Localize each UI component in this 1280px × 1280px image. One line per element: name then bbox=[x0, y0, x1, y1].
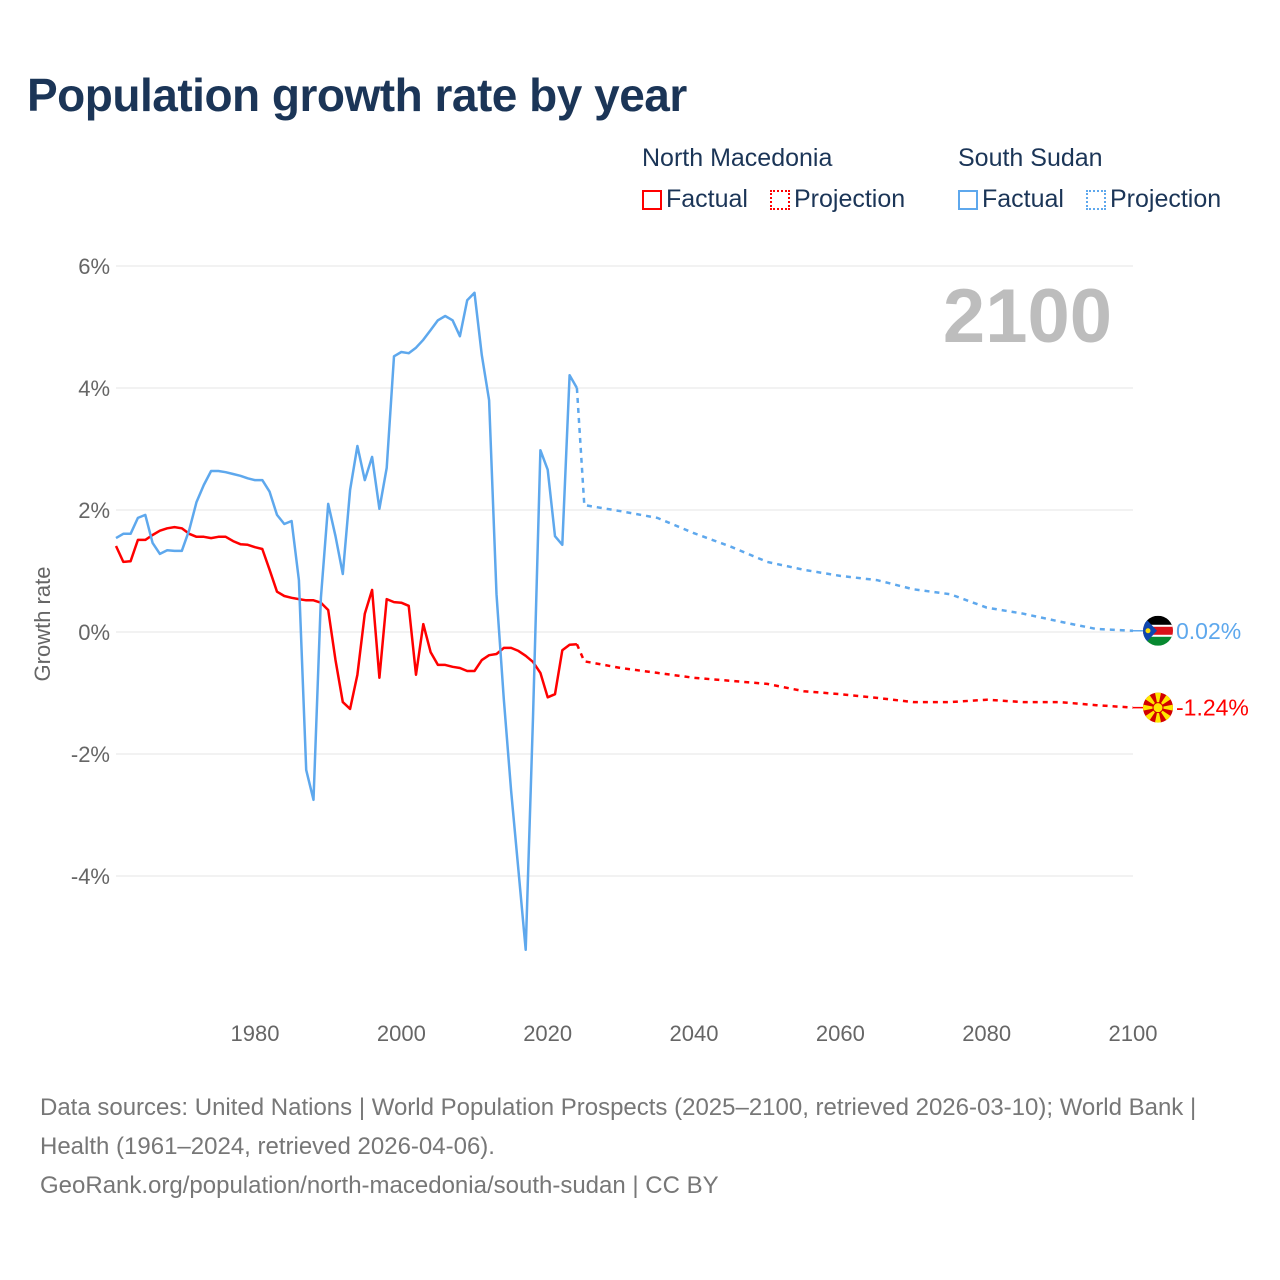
projection-line-north-macedonia[interactable] bbox=[575, 643, 1134, 709]
x-tick-label: 2100 bbox=[1109, 1021, 1158, 1046]
factual-line-north-macedonia[interactable] bbox=[114, 525, 578, 711]
legend-group-label: North Macedonia bbox=[642, 144, 833, 172]
x-tick-label: 2060 bbox=[816, 1021, 865, 1046]
y-tick-label: 2% bbox=[78, 498, 110, 523]
end-labels: -1.24% 0.02% bbox=[1133, 615, 1249, 723]
legend-item-factual[interactable]: Factual bbox=[958, 185, 1064, 214]
footer: Data sources: United Nations | World Pop… bbox=[40, 1088, 1240, 1205]
legend-south-sudan: South Sudan Factual Projection bbox=[958, 144, 1237, 214]
end-value-label: -1.24% bbox=[1176, 695, 1249, 721]
legend-north-macedonia: North Macedonia Factual Projection bbox=[642, 144, 921, 214]
projection-line-south-sudan[interactable] bbox=[575, 387, 1134, 633]
factual-line-south-sudan[interactable] bbox=[115, 291, 578, 952]
y-tick-label: 4% bbox=[78, 376, 110, 401]
x-tick-label: 1980 bbox=[231, 1021, 280, 1046]
legend-label: Projection bbox=[793, 185, 906, 213]
data-sources: Data sources: United Nations | World Pop… bbox=[40, 1094, 1197, 1160]
projection-swatch-icon bbox=[1085, 189, 1106, 210]
factual-swatch-icon bbox=[958, 189, 978, 210]
x-tick-label: 2040 bbox=[670, 1021, 719, 1046]
south-sudan-flag-icon bbox=[1143, 615, 1173, 646]
credit-link[interactable]: GeoRank.org/population/north-macedonia/s… bbox=[40, 1172, 719, 1199]
legend-group-label: South Sudan bbox=[958, 144, 1103, 172]
x-tick-label: 2080 bbox=[962, 1021, 1011, 1046]
year-label: 2100 bbox=[943, 274, 1112, 359]
legend-label: Factual bbox=[982, 185, 1064, 213]
legend-label: Factual bbox=[666, 185, 748, 213]
series-lines bbox=[114, 291, 1134, 952]
legend-item-projection[interactable]: Projection bbox=[769, 185, 906, 214]
grid: 6% 4% 2% 0% -2% -4% 1980 2000 2020 2040 2060 2080 21… bbox=[71, 254, 1158, 1046]
legend-label: Projection bbox=[1109, 185, 1222, 213]
factual-swatch-icon bbox=[642, 189, 662, 210]
y-tick-label: 6% bbox=[78, 254, 110, 279]
legend-item-factual[interactable]: Factual bbox=[642, 185, 748, 214]
y-tick-label: -2% bbox=[71, 742, 110, 767]
y-axis-label: Growth rate bbox=[30, 567, 55, 682]
x-tick-label: 2000 bbox=[377, 1021, 426, 1046]
y-tick-label: -4% bbox=[71, 864, 110, 889]
end-value-label: 0.02% bbox=[1176, 618, 1241, 644]
chart-title: Population growth rate by year bbox=[27, 69, 687, 121]
y-tick-label: 0% bbox=[78, 620, 110, 645]
x-tick-label: 2020 bbox=[523, 1021, 572, 1046]
legend-item-projection[interactable]: Projection bbox=[1085, 185, 1222, 214]
projection-swatch-icon bbox=[769, 189, 790, 210]
